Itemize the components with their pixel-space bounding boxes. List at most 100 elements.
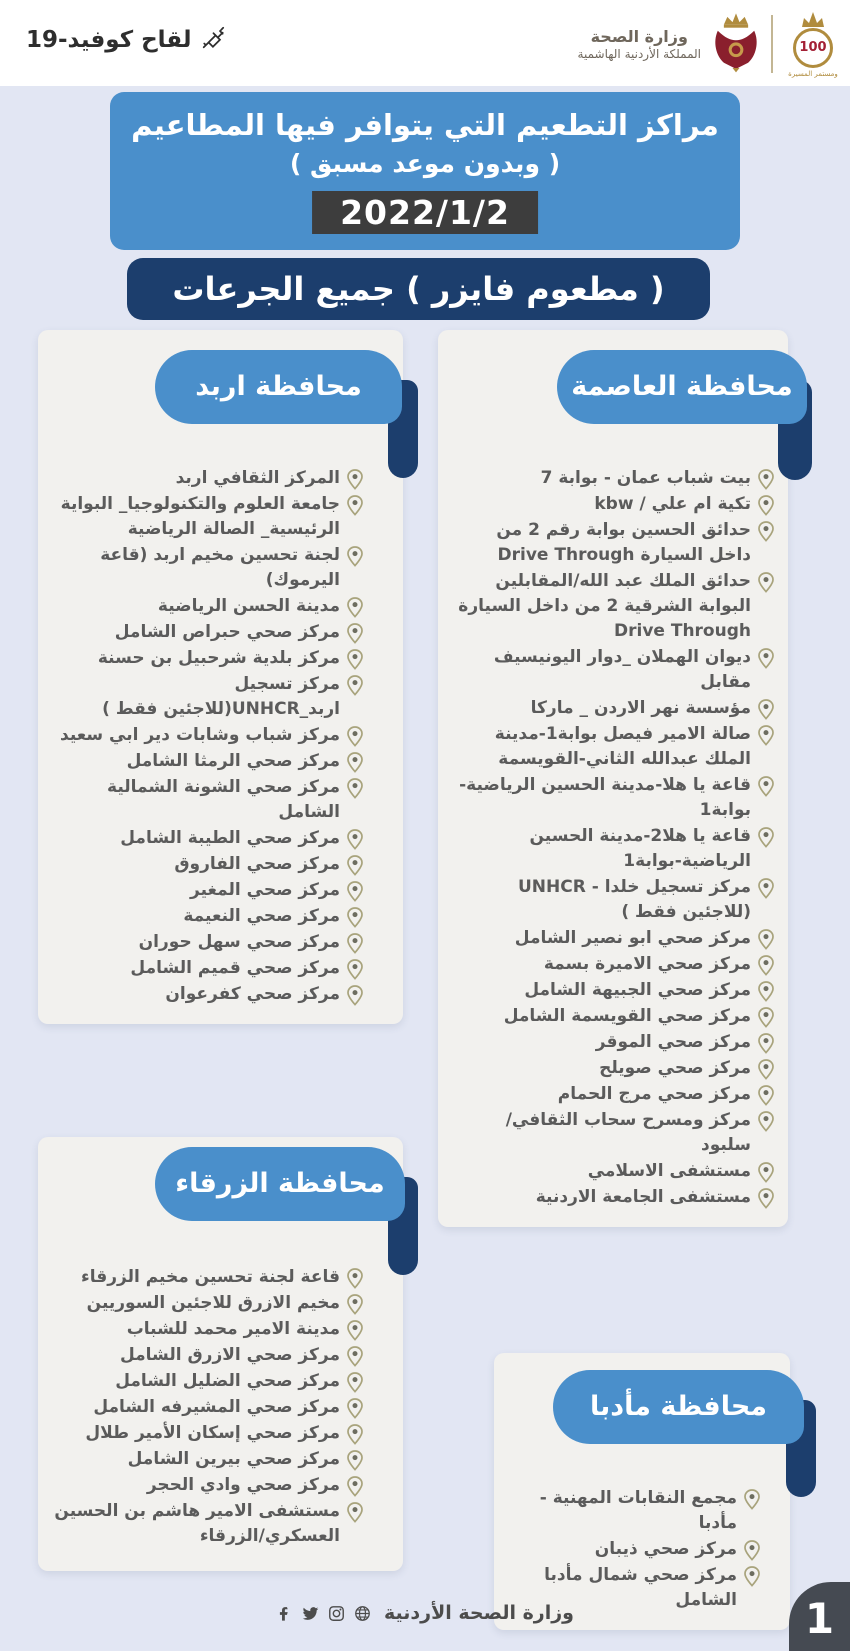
centers-list-madaba: مجمع النقابات المهنية - مأدبا مركز صحي ذي… <box>494 1353 790 1630</box>
location-pin-icon <box>347 1268 363 1289</box>
location-pin-icon <box>347 597 363 618</box>
location-pin-icon <box>347 1450 363 1471</box>
location-pin-icon <box>758 1085 774 1106</box>
center-item: ديوان الهملان _دوار اليونيسيف مقابل <box>452 645 774 695</box>
center-item: بيت شباب عمان - بوابة 7 <box>452 466 774 491</box>
center-name: صالة الامير فيصل بوابة1-مدينة الملك عبدا… <box>494 724 751 769</box>
center-name: مركز ومسرح سحاب الثقافي/ سلبود <box>505 1110 751 1155</box>
location-pin-icon <box>347 985 363 1006</box>
footer-ministry-text: وزارة الصحة الأردنية <box>384 1602 574 1624</box>
location-pin-icon <box>347 959 363 980</box>
location-pin-icon <box>758 929 774 950</box>
page-number-badge: 1 <box>789 1582 850 1651</box>
location-pin-icon <box>758 1188 774 1209</box>
center-name: مستشفى الاسلامي <box>587 1161 751 1181</box>
governorate-card-irbid: محافظة اربد المركز الثقافي اربد جامعة الع… <box>38 330 418 1024</box>
center-item: مركز صحي الازرق الشامل <box>52 1343 363 1368</box>
page-subtitle: ( وبدون موعد مسبق ) <box>289 149 561 178</box>
centers-list-capital: بيت شباب عمان - بوابة 7 تكية ام علي / kbw… <box>438 330 788 1227</box>
centennial-number: 100 <box>793 27 833 68</box>
center-item: مركز صحي حبراص الشامل <box>52 620 363 645</box>
center-item: مركز صحي صويلح <box>452 1056 774 1081</box>
location-pin-icon <box>347 1294 363 1315</box>
location-pin-icon <box>744 1489 760 1510</box>
centers-list-irbid: المركز الثقافي اربد جامعة العلوم والتكنول… <box>38 330 403 1024</box>
location-pin-icon <box>758 1059 774 1080</box>
center-item: مركز صحي الطيبة الشامل <box>52 826 363 851</box>
center-item: مخيم الازرق للاجئين السوريين <box>52 1291 363 1316</box>
location-pin-icon <box>758 648 774 669</box>
page-title: مراكز التطعيم التي يتوافر فيها المطاعيم <box>131 108 719 142</box>
location-pin-icon <box>347 881 363 902</box>
center-item: مركز صحي قميم الشامل <box>52 956 363 981</box>
center-item: قاعة لجنة تحسين مخيم الزرقاء <box>52 1265 363 1290</box>
location-pin-icon <box>347 829 363 850</box>
center-name: جامعة العلوم والتكنولوجيا_ البواية الرئي… <box>60 494 340 539</box>
center-item: مركز صحي ذيبان <box>508 1537 760 1562</box>
divider <box>771 15 773 73</box>
location-pin-icon <box>347 623 363 644</box>
location-pin-icon <box>758 572 774 593</box>
location-pin-icon <box>758 521 774 542</box>
center-item: مركز شباب وشابات دير ابي سعيد <box>52 723 363 748</box>
center-item: مركز صحي النعيمة <box>52 904 363 929</box>
center-name: قاعة يا هلا-مدينة الحسين الرياضية-بوابة1 <box>459 775 751 820</box>
center-item: مستشفى الامير هاشم بن الحسين العسكري/الز… <box>52 1499 363 1549</box>
location-pin-icon <box>758 699 774 720</box>
center-name: لجنة تحسين مخيم اربد (قاعة اليرموك) <box>100 545 340 590</box>
center-name: مركز صحي النعيمة <box>183 906 340 926</box>
center-name: مركز صحي صويلح <box>599 1058 751 1078</box>
location-pin-icon <box>347 1476 363 1497</box>
center-name: مركز صحي كفرعوان <box>165 984 340 1004</box>
center-name: مركز صحي الطيبة الشامل <box>120 828 340 848</box>
center-item: حدائق الحسين بوابة رقم 2 من داخل السيارة… <box>452 518 774 568</box>
center-item: مركز صحي المغير <box>52 878 363 903</box>
location-pin-icon <box>758 878 774 899</box>
center-name: مركز شباب وشابات دير ابي سعيد <box>60 725 340 745</box>
ministry-name: وزارة الصحة <box>590 26 688 46</box>
location-pin-icon <box>758 725 774 746</box>
center-name: المركز الثقافي اربد <box>175 468 340 488</box>
location-pin-icon <box>347 1424 363 1445</box>
center-item: جامعة العلوم والتكنولوجيا_ البواية الرئي… <box>52 492 363 542</box>
center-item: مركز صحي الفاروق <box>52 852 363 877</box>
location-pin-icon <box>347 649 363 670</box>
location-pin-icon <box>758 955 774 976</box>
center-name: بيت شباب عمان - بوابة 7 <box>540 468 751 488</box>
center-item: قاعة يا هلا-مدينة الحسين الرياضية-بوابة1 <box>452 773 774 823</box>
center-name: مركز صحي إسكان الأمير طلال <box>85 1423 340 1443</box>
center-name: مركز صحي الاميرة بسمة <box>543 954 751 974</box>
royal-crest-icon <box>710 9 762 79</box>
center-name: مركز تسجيل اربد_UNHCR(للاجئين فقط ) <box>102 674 340 719</box>
location-pin-icon <box>758 981 774 1002</box>
location-pin-icon <box>744 1540 760 1561</box>
center-name: مركز صحي الازرق الشامل <box>119 1345 340 1365</box>
center-item: صالة الامير فيصل بوابة1-مدينة الملك عبدا… <box>452 722 774 772</box>
ministry-logo: وزارة الصحة المملكة الأردنية الهاشمية <box>578 8 844 80</box>
governorate-card-capital: محافظة العاصمة بيت شباب عمان - بوابة 7 تك… <box>438 330 812 1227</box>
location-pin-icon <box>758 1007 774 1028</box>
center-name: ديوان الهملان _دوار اليونيسيف مقابل <box>493 647 751 692</box>
syringe-icon <box>201 24 227 56</box>
location-pin-icon <box>347 752 363 773</box>
kingdom-name: المملكة الأردنية الهاشمية <box>577 46 701 61</box>
center-item: مركز تسجيل خلدا - UNHCR (للاجئين فقط ) <box>452 875 774 925</box>
center-item: مؤسسة نهر الاردن _ ماركا <box>452 696 774 721</box>
center-item: قاعة يا هلا2-مدينة الحسين الرياضية-بوابة… <box>452 824 774 874</box>
globe-icon <box>355 1605 370 1621</box>
governorate-card-madaba: محافظة مأدبا مجمع النقابات المهنية - مأد… <box>494 1353 816 1630</box>
date-badge: 2022/1/2 <box>312 191 538 234</box>
location-pin-icon <box>347 1398 363 1419</box>
main-title-box: مراكز التطعيم التي يتوافر فيها المطاعيم … <box>110 92 740 250</box>
instagram-icon <box>329 1605 344 1621</box>
location-pin-icon <box>347 469 363 490</box>
center-item: مركز صحي القويسمة الشامل <box>452 1004 774 1029</box>
center-item: مركز صحي الضليل الشامل <box>52 1369 363 1394</box>
center-name: مركز صحي القويسمة الشامل <box>503 1006 751 1026</box>
center-name: مركز صحي الضليل الشامل <box>115 1371 340 1391</box>
governorate-title-irbid: محافظة اربد <box>155 350 402 424</box>
center-item: مركز صحي الشونة الشمالية الشامل <box>52 775 363 825</box>
covid-label-text: لقاح كوفيد-19 <box>26 27 192 53</box>
center-item: مركز صحي بيرين الشامل <box>52 1447 363 1472</box>
center-item: مركز صحي الرمثا الشامل <box>52 749 363 774</box>
